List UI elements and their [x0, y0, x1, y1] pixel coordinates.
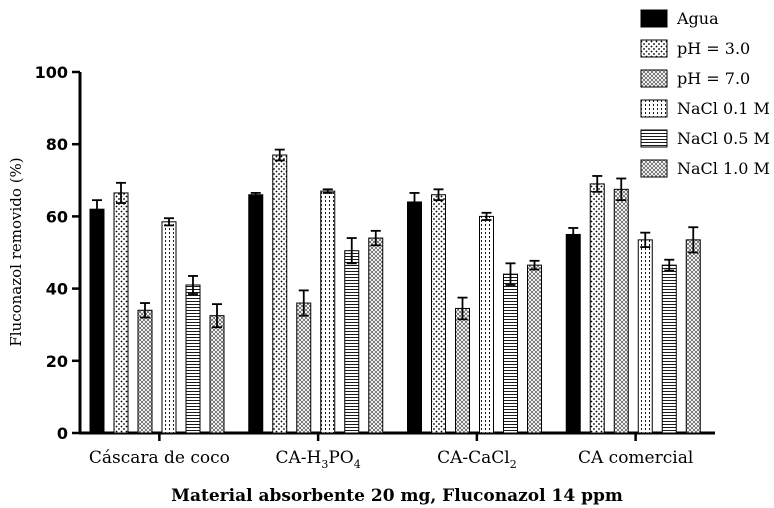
legend-item: pH = 7.0 [640, 69, 750, 88]
bar [368, 237, 384, 434]
y-tick-label: 40 [46, 280, 68, 299]
bar [527, 264, 542, 434]
legend-item: NaCl 1.0 M [640, 159, 770, 178]
legend-item: NaCl 0.5 M [640, 129, 770, 148]
legend-swatch [640, 129, 668, 148]
bar [137, 309, 153, 434]
legend-swatch [640, 69, 668, 88]
bar [565, 233, 581, 434]
bar [344, 250, 360, 434]
x-tick-label: CA-CaCl2 [437, 448, 517, 471]
bar [503, 273, 518, 434]
x-tick-label-part: CA comercial [578, 448, 693, 468]
legend-label: pH = 7.0 [677, 69, 750, 88]
bar [248, 194, 264, 434]
legend-label: NaCl 1.0 M [677, 159, 770, 178]
bar [637, 239, 653, 434]
legend: Agua pH = 3.0 pH = 7.0 NaCl 0.1 M NaCl 0.5 M… [640, 9, 770, 178]
bar [661, 264, 677, 434]
bar [161, 221, 177, 434]
x-tick-label-part: 2 [510, 458, 517, 471]
y-tick-label: 20 [46, 352, 68, 371]
legend-label: NaCl 0.5 M [677, 129, 770, 148]
y-axis-label: Fluconazol removido (%) [7, 157, 25, 346]
bar-group [565, 175, 701, 434]
legend-item: NaCl 0.1 M [640, 99, 770, 118]
x-axis-label: Material absorbente 20 mg, Fluconazol 14… [171, 486, 623, 506]
bar [479, 215, 494, 434]
y-tick-label: 80 [46, 135, 68, 154]
legend-swatch [640, 9, 668, 28]
axes: 0 20 40 60 80 100 Cáscara de coco CA-H3PO4 CA-C… [35, 63, 715, 471]
x-tick-label-part: 4 [354, 458, 361, 471]
x-tick-label-part: CA-CaCl [437, 448, 510, 468]
bar-group [407, 188, 542, 434]
bars [89, 148, 701, 434]
x-tick-label-part: Cáscara de coco [89, 448, 230, 468]
legend-swatch [640, 39, 668, 58]
legend-label: pH = 3.0 [677, 39, 750, 58]
bar [272, 154, 288, 434]
x-tick-label-part: PO [328, 448, 353, 468]
bar [113, 192, 129, 434]
y-tick-label: 100 [35, 63, 68, 82]
bar [209, 315, 225, 434]
bar [455, 307, 470, 434]
bar [407, 201, 422, 434]
legend-swatch [640, 159, 668, 178]
y-ticks: 0 20 40 60 80 100 [35, 63, 80, 443]
bar [685, 239, 701, 434]
bar [185, 284, 201, 434]
bar [89, 208, 105, 434]
bar [431, 194, 446, 434]
bar [613, 188, 629, 434]
y-tick-label: 60 [46, 207, 68, 226]
x-tick-label: Cáscara de coco [89, 448, 230, 468]
bar-group [89, 181, 225, 434]
legend-label: NaCl 0.1 M [677, 99, 770, 118]
x-tick-label: CA-H3PO4 [276, 448, 361, 471]
legend-label: Agua [676, 9, 719, 28]
x-tick-label-part: CA-H [276, 448, 322, 468]
legend-item: pH = 3.0 [640, 39, 750, 58]
x-ticks: Cáscara de coco CA-H3PO4 CA-CaCl2 CA comerc… [89, 433, 693, 471]
x-tick-label: CA comercial [578, 448, 693, 468]
bar [320, 190, 336, 434]
legend-item: Agua [640, 9, 719, 28]
legend-swatch [640, 99, 668, 118]
y-tick-label: 0 [57, 424, 68, 443]
bar [589, 183, 605, 434]
bar-group [248, 148, 384, 434]
x-tick-label-part: 3 [321, 458, 328, 471]
bar [296, 302, 312, 434]
